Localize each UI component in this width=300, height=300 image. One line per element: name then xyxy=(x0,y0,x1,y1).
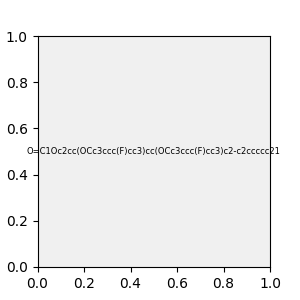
Text: O=C1Oc2cc(OCc3ccc(F)cc3)cc(OCc3ccc(F)cc3)c2-c2ccccc21: O=C1Oc2cc(OCc3ccc(F)cc3)cc(OCc3ccc(F)cc3… xyxy=(27,147,281,156)
